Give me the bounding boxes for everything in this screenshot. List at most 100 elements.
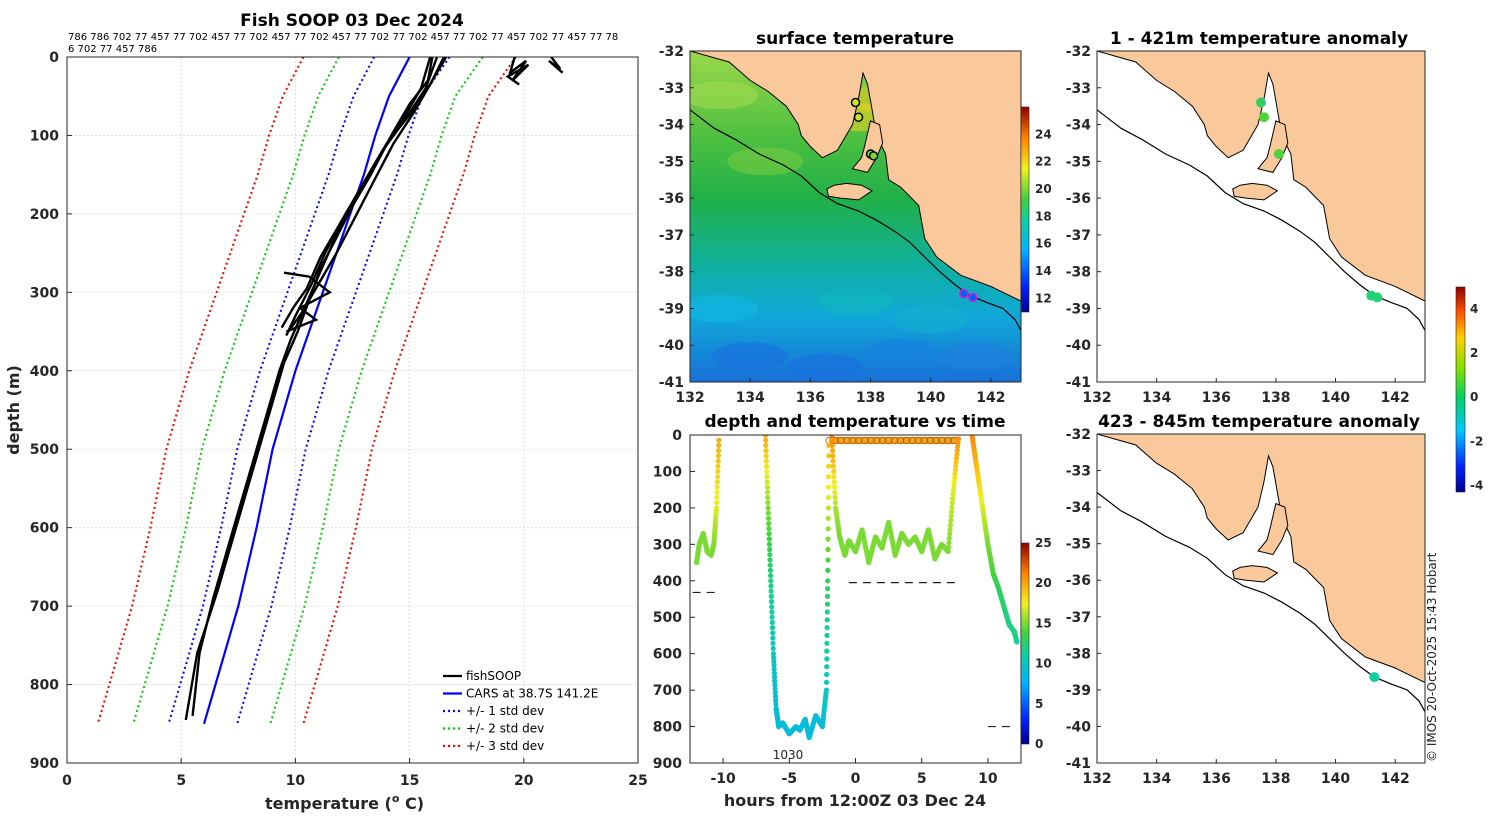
sst-vessel-points [850, 97, 978, 303]
depth-time-point [950, 495, 956, 502]
depth-time-point [772, 682, 778, 688]
copyright-text: © IMOS 20-Oct-2025 15:43 Hobart [1425, 552, 1439, 762]
depth-time-point [770, 645, 776, 652]
anomaly-colorbar-tick-label: -4 [1470, 478, 1483, 492]
profile-cars-line [202, 57, 411, 725]
depth-time-point [716, 448, 722, 454]
depth-time-point [949, 500, 955, 506]
depth-time-point [763, 437, 769, 443]
depth-time-point [832, 500, 839, 506]
profile-frame [66, 56, 639, 764]
depth-time-point [946, 544, 952, 550]
anom-deep-x-tick-label: 136 [1202, 771, 1231, 787]
profile-y-tick-label: 100 [30, 128, 59, 144]
anom-deep-x-ticks: 132 134 136 138 140 142 [1082, 759, 1410, 787]
profile-fishsoop-cast [283, 271, 332, 333]
depth-time-point [953, 463, 959, 469]
anom-shallow-shelf-contour [1097, 109, 1425, 331]
depth-time-surface-marker [843, 436, 851, 445]
anom-shallow-y-tick-label: -32 [1066, 44, 1091, 60]
sst-x-tick-label: 136 [796, 390, 825, 406]
depth-time-point [945, 549, 951, 555]
depth-time-x-tick-label: -5 [782, 771, 798, 787]
anom-shallow-y-tick-label: -37 [1066, 228, 1091, 244]
depth-time-point [770, 640, 776, 646]
anom-shallow-title: 1 - 421m temperature anomaly [1110, 29, 1408, 49]
profile-surface-spike [548, 57, 564, 74]
depth-time-point [826, 474, 832, 480]
depth-time-point [946, 535, 952, 541]
depth-time-point [947, 526, 953, 533]
depth-time-point [824, 632, 830, 639]
depth-time-surface-marker [890, 436, 899, 445]
anom-deep-y-tick-label: -39 [1066, 683, 1091, 699]
anom-deep-x-tick-label: 132 [1082, 771, 1111, 787]
depth-time-point [766, 536, 772, 542]
sst-land-kangaroo_island [826, 182, 874, 201]
profile-std-3-left [96, 57, 305, 725]
depth-time-point [769, 604, 775, 610]
depth-time-point [767, 562, 773, 568]
depth-time-y-tick-label: 100 [653, 464, 682, 480]
sst-vessel-point [850, 97, 861, 108]
depth-time-y-tick-label: 0 [672, 428, 682, 444]
depth-time-surface-marker [902, 436, 911, 445]
profile-y-ticks: 0 100 200 300 400 500 600 700 800 900 [30, 50, 72, 772]
depth-time-y-tick-label: 900 [653, 756, 682, 772]
depth-time-point [767, 552, 773, 558]
depth-time-point [763, 442, 769, 448]
anom-shallow-point [1258, 112, 1269, 123]
depth-time-point [763, 453, 769, 459]
depth-time-surface-marker [896, 436, 905, 445]
depth-time-point [952, 467, 959, 473]
depth-time-frame [689, 434, 1022, 764]
profile-y-tick-label: 700 [30, 599, 59, 615]
sst-texture-blob [712, 342, 789, 371]
anom-deep-frame [1096, 433, 1426, 764]
anom-deep-title: 423 - 845m temperature anomaly [1098, 412, 1420, 432]
profile-surface-spike [505, 57, 530, 86]
profile-cars-line [202, 57, 411, 725]
sst-colorbar-tick-label: 16 [1035, 237, 1052, 251]
anom-deep-shelf-contour [1097, 492, 1425, 713]
depth-time-point [714, 489, 720, 495]
anomaly-colorbar-tick-label: 0 [1470, 390, 1478, 404]
depth-time-point [825, 578, 831, 584]
depth-time-xlabel: hours from 12:00Z 03 Dec 24 [724, 791, 986, 810]
depth-time-point [824, 640, 830, 646]
depth-time-point [824, 648, 830, 654]
depth-time-y-tick-label: 600 [653, 647, 682, 663]
profile-std-1-right [236, 57, 451, 725]
vessel-ids-line-1: 786 786 702 77 457 77 702 457 77 702 457… [68, 32, 618, 43]
depth-time-point [832, 494, 838, 501]
anom-shallow-x-tick-label: 134 [1142, 390, 1171, 406]
depth-time-point [954, 451, 960, 458]
profile-y-tick-label: 500 [30, 442, 59, 458]
sst-y-tick-label: -39 [659, 301, 684, 317]
profile-std-lines [96, 57, 517, 725]
sst-vessel-point [868, 151, 879, 161]
profile-std-3-right [302, 57, 517, 725]
depth-time-x-tick-label: 5 [917, 771, 927, 787]
depth-time-point [715, 468, 721, 474]
depth-time-colorbar-tick-label: 0 [1035, 737, 1043, 751]
depth-time-point [953, 459, 959, 465]
depth-time-point [772, 686, 778, 692]
anomaly-colorbar-tick-label: -2 [1470, 434, 1483, 448]
depth-time-y-tick-label: 700 [653, 683, 682, 699]
depth-time-point [824, 625, 830, 631]
anom-deep-land-yorke [1257, 502, 1289, 556]
sst-panel: surface temperature 132 134 136 138 140 142 -… [659, 29, 1052, 406]
sst-x-ticks: 132 134 136 138 140 142 [675, 378, 1006, 406]
depth-time-point [767, 546, 773, 553]
depth-time-surface-marker [920, 436, 928, 445]
depth-time-surface-marker [837, 436, 845, 445]
anomaly-colorbar [1455, 286, 1466, 493]
depth-time-point [762, 435, 769, 438]
anom-shallow-y-tick-label: -34 [1066, 118, 1092, 134]
vessel-ids-line-2: 6 702 77 457 786 [68, 44, 157, 55]
depth-time-point [716, 437, 722, 443]
depth-time-colorbar-tick-label: 10 [1035, 657, 1052, 671]
depth-time-point [829, 437, 835, 443]
depth-time-point [771, 670, 778, 676]
